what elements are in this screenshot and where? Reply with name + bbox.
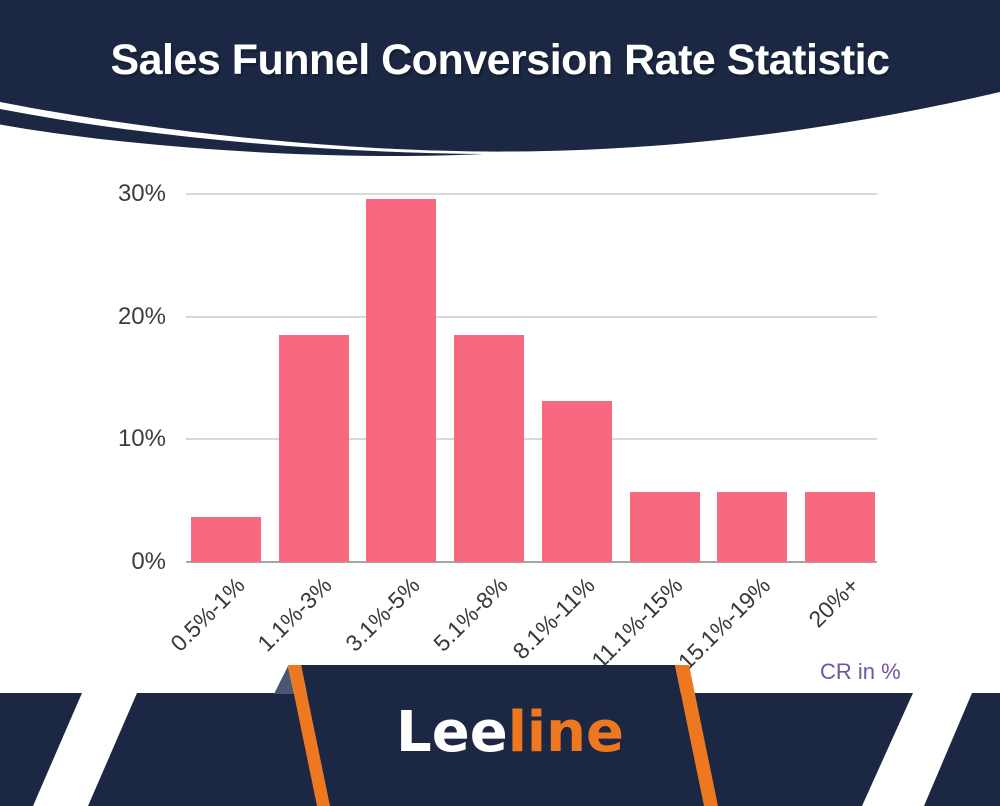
brand-logo-lee: Lee bbox=[396, 700, 508, 765]
x-tick-label: 0.5%-1% bbox=[165, 572, 250, 657]
x-axis-line bbox=[186, 561, 877, 563]
bar-5.1%-8% bbox=[454, 335, 525, 562]
y-tick-label: 0% bbox=[131, 548, 166, 575]
bar-15.1%-19% bbox=[717, 492, 788, 562]
footer-left-white-stripe bbox=[33, 693, 137, 806]
x-tick-label: 5.1%-8% bbox=[428, 572, 513, 657]
x-tick-label: 1.1%-3% bbox=[252, 572, 338, 657]
page-title: Sales Funnel Conversion Rate Statistic bbox=[110, 36, 890, 84]
footer-ribbon-right-orange-edge bbox=[675, 665, 718, 806]
footer-ribbon-left-orange-edge bbox=[288, 665, 330, 806]
bar-11.1%-15% bbox=[629, 492, 700, 562]
footer-banner bbox=[0, 665, 1000, 806]
header-banner-shape bbox=[0, 0, 1000, 152]
y-tick-label: 20% bbox=[117, 302, 166, 330]
y-tick-label: 30% bbox=[117, 180, 166, 207]
bar-0.5%-1% bbox=[191, 516, 261, 562]
x-tick-label: 3.1%-5% bbox=[340, 572, 425, 657]
x-tick-label: 8.1%-11% bbox=[508, 572, 601, 665]
footer-right-white-stripe bbox=[862, 693, 972, 806]
brand-logo-line: line bbox=[507, 700, 624, 765]
bar-20%+ bbox=[805, 492, 875, 562]
footer-ribbon-fold-shadow bbox=[274, 666, 294, 694]
y-tick-label: 10% bbox=[117, 425, 166, 453]
x-tick-label: 20%+ bbox=[802, 572, 864, 633]
footer-center-ribbon bbox=[301, 665, 704, 806]
x-axis-unit-label: CR in % bbox=[820, 659, 901, 684]
bar-1.1%-3% bbox=[278, 335, 349, 562]
gridline-20 bbox=[186, 315, 877, 318]
brand-logo: Leeline bbox=[310, 700, 710, 765]
gridline-30 bbox=[186, 193, 877, 195]
x-tick-label: 11.1%-15% bbox=[586, 572, 688, 674]
gridline-10 bbox=[186, 438, 877, 441]
header-wave-sliver bbox=[0, 109, 483, 157]
bar-chart: 0% 10% 20% 30% 0.5%-1% 1.1%-3% 3.1%-5% 5.1%-8%… bbox=[0, 170, 1000, 674]
header-banner bbox=[0, 0, 1000, 157]
x-tick-label: 15.1%-19% bbox=[673, 572, 776, 675]
bar-3.1%-5% bbox=[366, 198, 437, 562]
bar-8.1%-11% bbox=[541, 401, 612, 562]
